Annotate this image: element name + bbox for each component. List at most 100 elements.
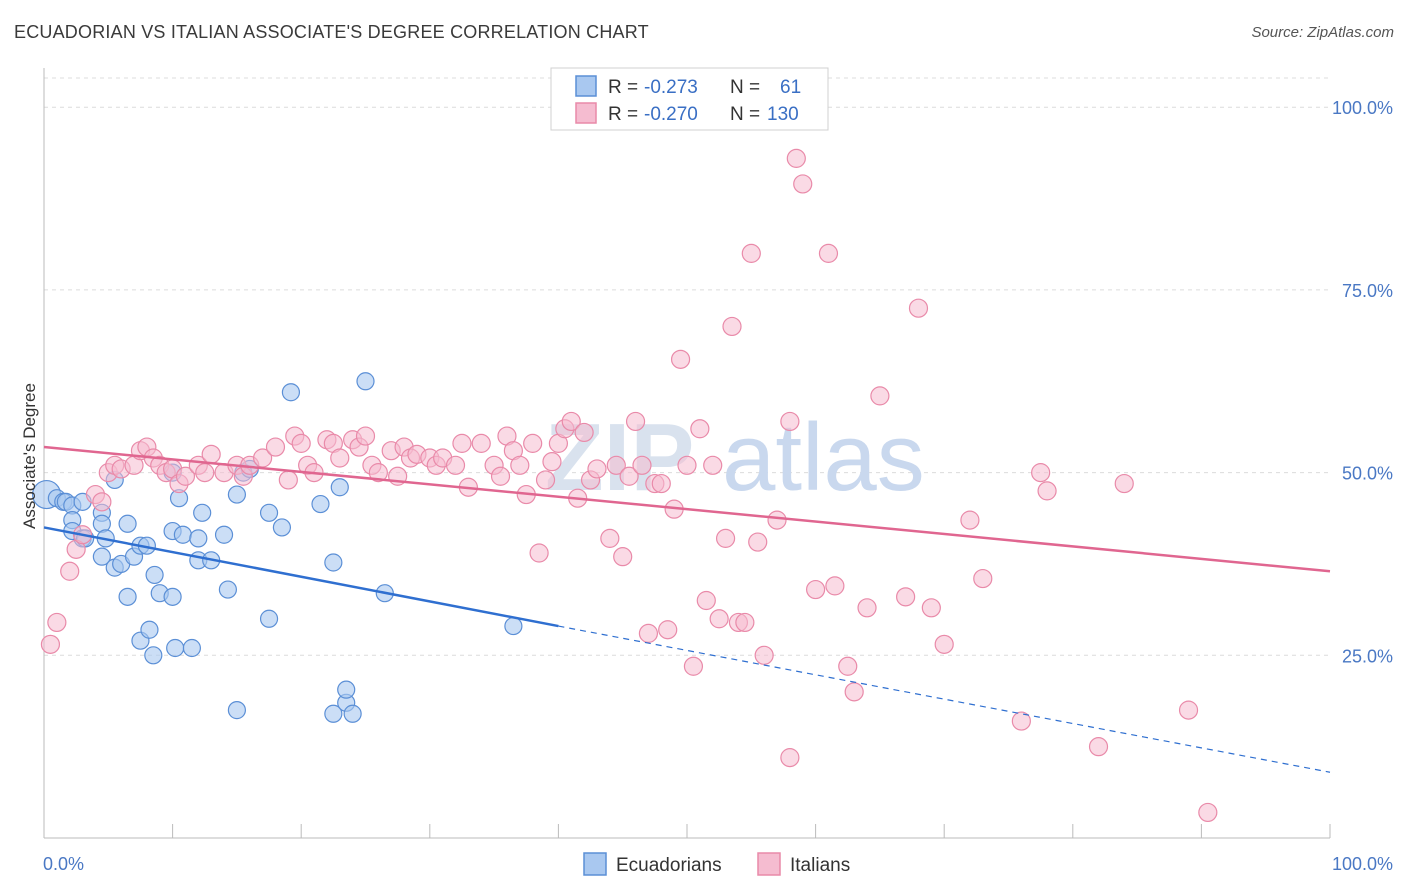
italians-point (741, 243, 761, 263)
italians-point (368, 463, 388, 483)
y-tick-label: 75.0% (1342, 281, 1393, 301)
legend-swatch-italians (575, 102, 597, 124)
italians-point (291, 433, 311, 453)
italians-point (535, 470, 556, 490)
legend-n-value: 61 (780, 77, 801, 98)
ecuadorians-point (330, 478, 349, 497)
italians-point (330, 448, 350, 468)
italians-point (754, 645, 774, 665)
italians-point (452, 433, 472, 453)
axes (43, 68, 1331, 839)
italians-point (523, 433, 543, 453)
bottom-legend-swatch-ecuadorians (583, 852, 607, 876)
italians-point (934, 634, 954, 654)
italians-points (40, 148, 1218, 823)
italians-point (786, 148, 806, 168)
italians-point (201, 444, 221, 464)
legend-r-label: R = (608, 104, 638, 125)
italians-point (1198, 802, 1218, 823)
italians-point (896, 587, 916, 607)
italians-point (1088, 737, 1109, 757)
italians-point (921, 598, 941, 618)
ecuadorians-point (324, 553, 343, 572)
italians-point (625, 411, 646, 432)
ecuadorians-point (272, 518, 292, 537)
x-tick-label: 100.0% (1332, 854, 1393, 874)
italians-trendline (43, 445, 1331, 573)
italians-point (529, 543, 549, 563)
legend-n-value: 130 (767, 104, 799, 125)
italians-point (60, 561, 80, 581)
legend-n-label: N = (730, 104, 760, 125)
bottom-legend-label-ecuadorians: Ecuadorians (616, 855, 722, 876)
italians-point (780, 748, 800, 768)
italians-point (838, 656, 858, 676)
italians-point (735, 612, 755, 633)
ecuadorians-point (356, 372, 375, 391)
ecuadorians-point (214, 525, 234, 544)
grid-lines (44, 77, 1330, 656)
ecuadorians-point (218, 580, 237, 599)
ecuadorians-point (259, 609, 279, 628)
italians-point (613, 547, 633, 567)
italians-point (175, 466, 196, 486)
italians-point (960, 510, 980, 530)
x-tick-labels: 0.0% 100.0% (43, 854, 1393, 874)
italians-point (445, 455, 466, 475)
italians-point (278, 470, 298, 490)
ecuadorians-point (281, 383, 301, 402)
italians-point (715, 528, 736, 548)
ecuadorians-point (92, 547, 111, 566)
y-axis-label: Associate's Degree (20, 383, 39, 529)
italians-point (355, 426, 376, 446)
italians-point (677, 455, 697, 475)
legend-n-label: N = (730, 77, 760, 98)
italians-point (767, 510, 787, 530)
italians-point (92, 492, 112, 512)
italians-point (619, 466, 639, 486)
y-tick-label: 50.0% (1342, 464, 1393, 484)
italians-point (1031, 463, 1051, 483)
trendlines (43, 445, 1331, 773)
watermark-atlas: atlas (722, 404, 925, 511)
ecuadorians-point (163, 587, 182, 606)
ecuadorians-point (182, 638, 201, 658)
italians-point (574, 422, 594, 443)
italians-point (683, 656, 704, 676)
italians-point (825, 576, 845, 596)
ecuadorians-point (504, 616, 523, 636)
italians-point (471, 433, 491, 453)
ecuadorians-point (227, 485, 246, 504)
ecuadorians-trendline-extension (558, 625, 1331, 773)
x-tick-label: 0.0% (43, 854, 84, 874)
italians-point (651, 473, 671, 494)
italians-point (780, 411, 800, 432)
italians-point (600, 528, 620, 548)
ecuadorians-point (324, 704, 343, 723)
italians-point (696, 590, 716, 611)
italians-point (510, 455, 530, 475)
italians-point (1037, 481, 1057, 501)
italians-point (638, 623, 659, 643)
italians-point (690, 419, 710, 439)
italians-point (805, 579, 826, 600)
bottom-legend-swatch-italians (757, 852, 781, 876)
ecuadorians-point (166, 638, 185, 658)
y-tick-labels: 25.0% 50.0% 75.0% 100.0% (1332, 98, 1393, 666)
italians-point (195, 463, 215, 483)
italians-point (973, 568, 993, 589)
italians-point (908, 298, 929, 318)
legend-r-value: -0.270 (644, 104, 698, 125)
watermark: ZIP atlas (545, 404, 925, 511)
legend-r-value: -0.273 (644, 77, 698, 98)
italians-point (1178, 700, 1199, 720)
ecuadorians-point (144, 646, 163, 665)
ecuadorians-point (227, 701, 246, 720)
italians-point (703, 455, 723, 475)
source-label: Source: ZipAtlas.com (1251, 24, 1394, 41)
italians-point (1114, 473, 1134, 494)
italians-point (265, 437, 286, 457)
y-tick-label: 25.0% (1342, 646, 1393, 666)
ecuadorians-point (193, 503, 212, 522)
ecuadorians-trendline (43, 526, 559, 628)
